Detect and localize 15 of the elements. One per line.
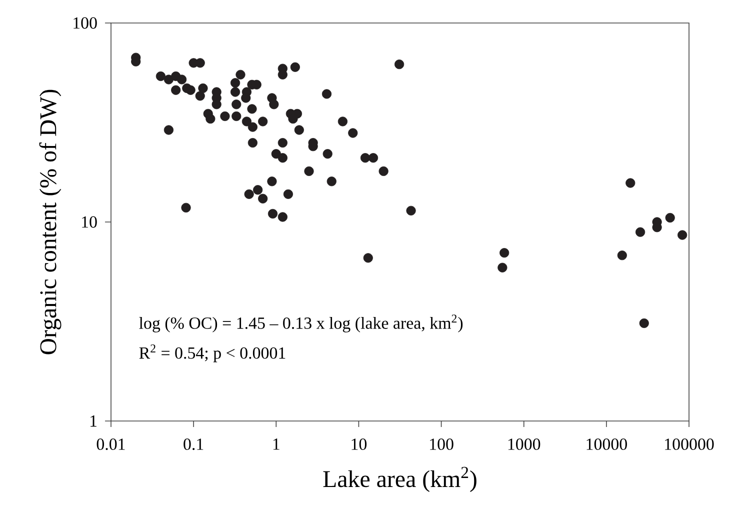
x-tick-label: 100 (430, 438, 454, 450)
annotation: R$^{2}$ = 0.54; p < 0.0001 (139, 344, 286, 362)
x-tick-label: 100000 (665, 438, 714, 450)
y-axis-title: Organic content (% of DW) (39, 90, 62, 354)
x-tick-label: 0.1 (184, 438, 204, 450)
x-axis-title: Lake area (km$^{2}$) (323, 466, 476, 492)
x-tick-label: 10000 (586, 438, 627, 450)
annotation: log (% OC) = 1.45 – 0.13 x log (lake area, km$^{2}$) (139, 314, 463, 332)
x-tick-label: 10 (352, 438, 367, 450)
y-tick-label: 100 (74, 17, 97, 29)
y-tick-label: 1 (90, 415, 96, 427)
x-tick-label: 1000 (508, 438, 540, 450)
x-tick-label: 1 (273, 438, 280, 450)
x-tick-label: 0.01 (96, 438, 125, 450)
y-tick-label: 10 (82, 216, 97, 228)
